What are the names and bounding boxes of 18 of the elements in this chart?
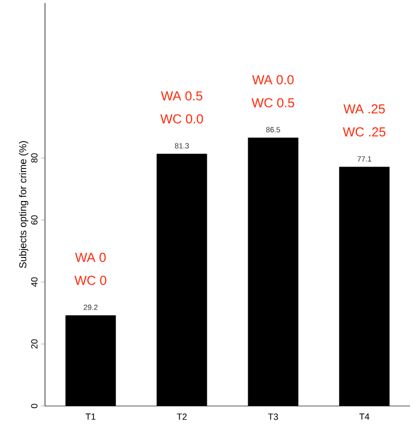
x-tick-label: T4 — [359, 414, 370, 420]
y-axis-title: Subjects opting for crime (%) — [19, 141, 28, 268]
x-tick-label: T3 — [268, 414, 278, 420]
annotation: WA 0.5 — [160, 91, 202, 100]
annotation: WC 0.5 — [252, 98, 294, 108]
annotation: WA 0 — [75, 252, 106, 262]
x-tick-label: T2 — [176, 414, 187, 420]
y-tick-label: 0 — [31, 404, 38, 408]
annotation: WC 0.0 — [160, 114, 203, 124]
y-tick-label: 40 — [31, 277, 38, 287]
y-tick-label: 80 — [31, 153, 38, 163]
y-tick-label: 60 — [31, 215, 38, 225]
annotation: WA 0.0 — [252, 75, 294, 84]
annotation: WC 0 — [74, 276, 106, 285]
annotation: WA .25 — [343, 104, 385, 114]
annotation: WC .25 — [342, 127, 386, 136]
x-tick-label: T1 — [86, 414, 96, 420]
y-tick-label: 20 — [31, 339, 38, 349]
